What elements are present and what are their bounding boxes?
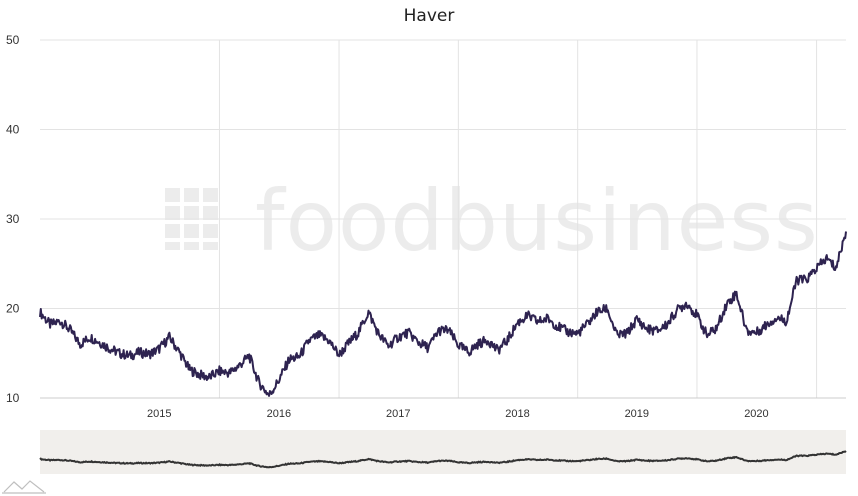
y-tick-label: 40	[6, 123, 20, 137]
x-axis: 2015201620172018201920202021	[40, 397, 846, 420]
series-line	[39, 231, 847, 397]
x-tick-label: 2016	[267, 408, 291, 420]
x-tick-label: 2015	[147, 408, 171, 420]
y-tick-label: 20	[6, 302, 20, 316]
y-tick-label: 10	[6, 391, 20, 405]
x-tick-label: 2020	[744, 408, 768, 420]
chart-title: Haver	[404, 6, 455, 26]
y-axis: 10 20 30 40 50	[6, 33, 20, 405]
navigator[interactable]	[39, 430, 847, 474]
x-tick-label: 2017	[386, 408, 410, 420]
x-tick-label: 2019	[625, 408, 649, 420]
mountain-icon	[2, 480, 46, 494]
y-tick-label: 50	[6, 33, 20, 47]
navigator-series-line	[39, 450, 847, 469]
foodbusiness-logo-icon	[165, 188, 218, 250]
watermark-text: foodbusiness	[255, 172, 819, 270]
watermark: foodbusiness	[165, 172, 819, 270]
y-tick-label: 30	[6, 212, 20, 226]
navigator-background	[40, 430, 846, 474]
x-tick-label: 2018	[505, 408, 529, 420]
